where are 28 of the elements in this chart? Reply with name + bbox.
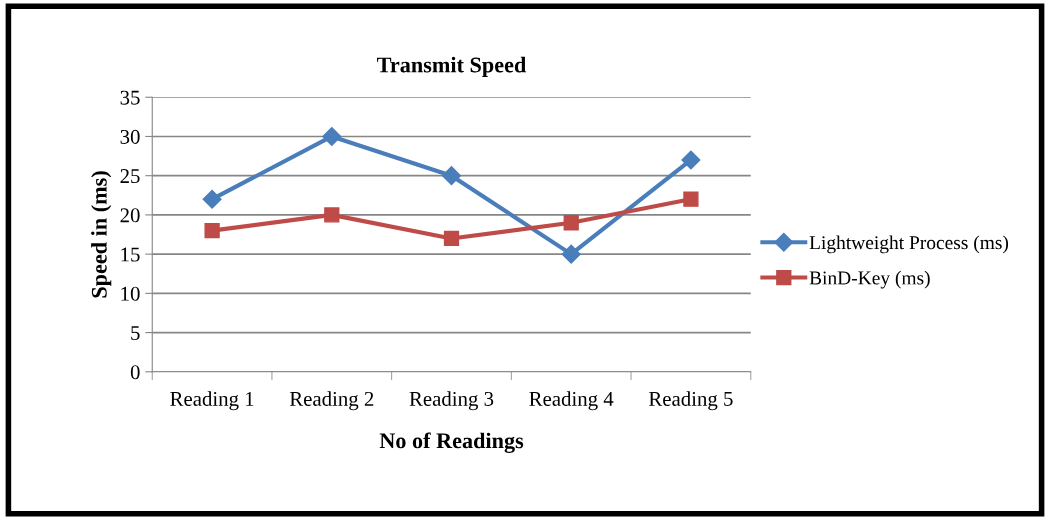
x-tick-label: Reading 3 bbox=[409, 391, 494, 411]
x-tick-label: Reading 5 bbox=[648, 391, 733, 411]
y-tick-label: 5 bbox=[131, 326, 140, 341]
y-tick-label: 20 bbox=[120, 208, 140, 223]
y-tick-label: 25 bbox=[120, 169, 140, 184]
x-axis-title: No of Readings bbox=[379, 432, 524, 453]
y-axis-title: Speed in (ms) bbox=[91, 171, 112, 298]
chart-title: Transmit Speed bbox=[377, 56, 527, 77]
point bbox=[202, 189, 222, 209]
y-tick-label: 15 bbox=[121, 247, 140, 262]
legend-label: BinD-Key (ms) bbox=[809, 270, 930, 289]
x-tick-label: Reading 2 bbox=[289, 391, 374, 411]
point bbox=[324, 207, 340, 223]
point bbox=[443, 230, 460, 247]
point bbox=[204, 222, 220, 239]
y-tick-label: 35 bbox=[120, 90, 140, 105]
point bbox=[441, 166, 462, 186]
y-tick-label: 10 bbox=[121, 286, 140, 301]
point bbox=[683, 191, 699, 207]
point bbox=[561, 244, 581, 264]
y-tick-label: 0 bbox=[130, 365, 140, 380]
point bbox=[681, 150, 701, 170]
y-tick-label: 30 bbox=[120, 129, 140, 144]
x-tick-label: Reading 1 bbox=[170, 391, 254, 411]
x-tick-label: Reading 4 bbox=[529, 391, 614, 411]
point bbox=[563, 215, 579, 231]
point bbox=[322, 126, 342, 146]
legend-label: Lightweight Process (ms) bbox=[809, 235, 1009, 254]
